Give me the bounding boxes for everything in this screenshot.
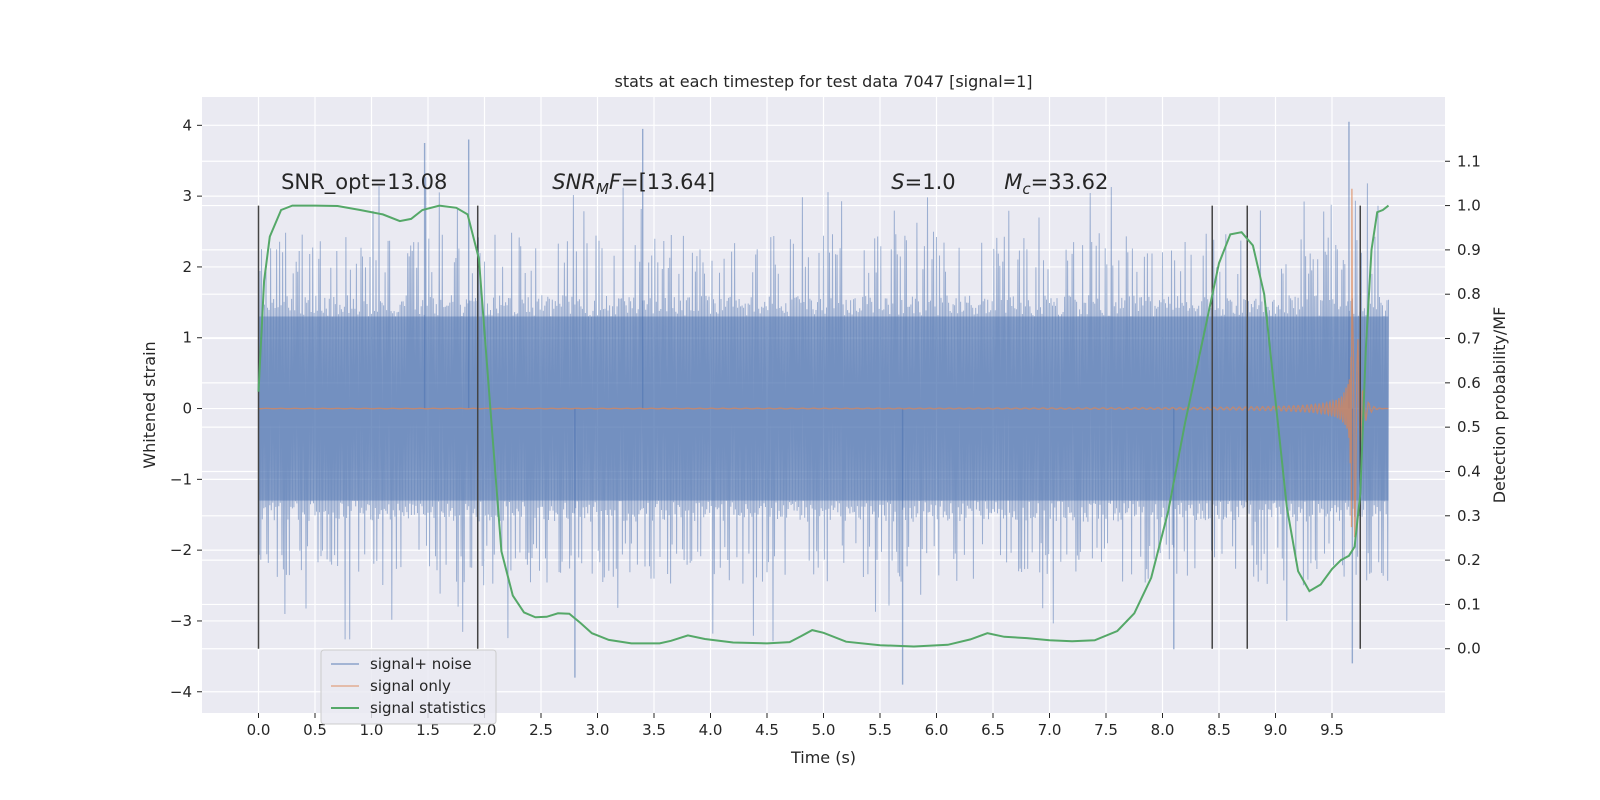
- y2-tick-label: 0.4: [1457, 462, 1481, 480]
- x-tick-label: 4.5: [755, 721, 779, 739]
- annotations: SNR_opt=13.08 SNRMF=[13.64] S=1.0 Mc=33.62: [281, 170, 1108, 198]
- x-tick-label: 6.5: [981, 721, 1005, 739]
- x-tick-label: 2.0: [473, 721, 497, 739]
- series-signal-statistics: [257, 204, 1390, 648]
- y-tick-label: 0: [182, 400, 192, 418]
- legend-label: signal statistics: [370, 699, 486, 717]
- y-tick-label: 4: [182, 116, 192, 134]
- legend-box: [320, 649, 497, 725]
- x-tick-label: 3.0: [586, 721, 610, 739]
- x-tick-label: 8.5: [1207, 721, 1231, 739]
- annotation-s: S=1.0: [891, 170, 955, 194]
- legend-label: signal+ noise: [370, 655, 472, 673]
- y-tick-label: 3: [182, 187, 192, 205]
- y-axis-label: Whitened strain: [140, 341, 159, 468]
- x-tick-label: 4.0: [699, 721, 723, 739]
- y2-tick-label: 0.7: [1457, 330, 1481, 348]
- x-tick-label: 9.0: [1264, 721, 1288, 739]
- y-tick-label: −3: [170, 612, 192, 630]
- y2-axis-label: Detection probability/MF: [1490, 307, 1509, 504]
- annotation-snr-mf: SNRMF=[13.64]: [552, 170, 715, 198]
- x-tick-label: 3.5: [642, 721, 666, 739]
- annotation-mc: Mc=33.62: [1004, 170, 1108, 198]
- y2-tick-label: 0.5: [1457, 418, 1481, 436]
- y2-tick-label: 1.1: [1457, 152, 1481, 170]
- x-tick-label: 0.0: [247, 721, 271, 739]
- chart-title: stats at each timestep for test data 704…: [614, 72, 1032, 91]
- x-tick-label: 5.5: [868, 721, 892, 739]
- x-tick-label: 7.0: [1038, 721, 1062, 739]
- x-tick-label: 9.5: [1320, 721, 1344, 739]
- series-signal-noise: [258, 177, 1389, 642]
- y-tick-label: 1: [182, 329, 192, 347]
- y2-tick-label: 0.9: [1457, 241, 1481, 259]
- x-tick-label: 1.5: [416, 721, 440, 739]
- legend: signal+ noise signal only signal statistic…: [320, 649, 497, 725]
- x-axis-label: Time (s): [790, 748, 856, 767]
- data-layer: [257, 121, 1390, 685]
- x-tick-label: 5.0: [812, 721, 836, 739]
- y2-tick-label: 0.0: [1457, 640, 1481, 658]
- y2-tick-label: 0.6: [1457, 374, 1481, 392]
- x-tick-label: 0.5: [303, 721, 327, 739]
- y-tick-label: −4: [170, 683, 192, 701]
- legend-label: signal only: [370, 677, 451, 695]
- x-tick-label: 7.5: [1094, 721, 1118, 739]
- y2-tick-label: 0.8: [1457, 285, 1481, 303]
- axes: 0.0 0.5 1.0 1.5 2.0 2.5 3.0 3.5 4.0 4.5 5.0 5.5 6.0 6…: [170, 116, 1481, 739]
- x-tick-label: 8.0: [1151, 721, 1175, 739]
- y2-tick-label: 0.3: [1457, 507, 1481, 525]
- y-tick-label: −2: [170, 541, 192, 559]
- series-signal-only: [258, 188, 1389, 538]
- y2-tick-label: 0.1: [1457, 595, 1481, 613]
- y2-tick-label: 0.2: [1457, 551, 1481, 569]
- y2-tick-label: 1.0: [1457, 197, 1481, 215]
- y-tick-label: 2: [182, 258, 192, 276]
- x-tick-label: 6.0: [925, 721, 949, 739]
- annotation-snr-opt: SNR_opt=13.08: [281, 170, 447, 195]
- x-tick-label: 1.0: [360, 721, 384, 739]
- y-tick-label: −1: [170, 470, 192, 488]
- x-tick-label: 2.5: [529, 721, 553, 739]
